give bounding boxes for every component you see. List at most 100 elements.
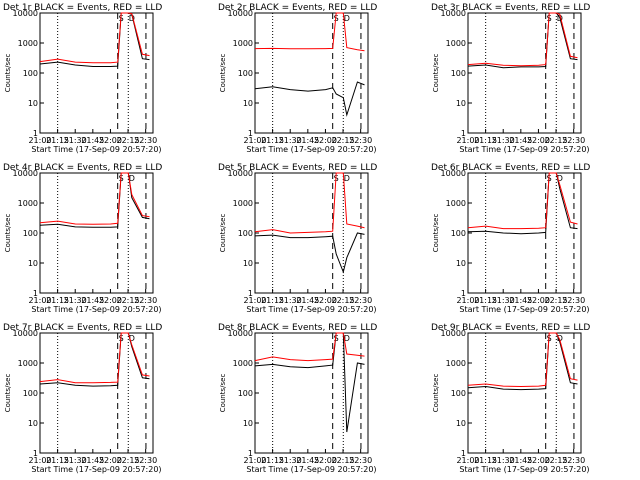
- y-tick-label: 100: [23, 69, 38, 78]
- plot-frame: [467, 172, 582, 294]
- x-tick-label: 22:00: [527, 456, 550, 465]
- y-tick-label: 100: [23, 389, 38, 398]
- series-line-lld: [254, 172, 365, 234]
- x-tick-label: 22:30: [349, 136, 372, 145]
- x-tick-label: 21:45: [296, 296, 319, 305]
- plot-frame: [254, 332, 369, 454]
- x-tick-label: 21:00: [243, 456, 266, 465]
- y-tick-label: 1: [33, 449, 38, 458]
- y-tick-label: 10000: [13, 169, 38, 178]
- event-marker-D: D: [344, 14, 350, 23]
- plot-panel-3: Det 3r BLACK = Events, RED = LLD 1 10 100 10…: [431, 3, 590, 154]
- y-axis-label: Counts/sec: [432, 374, 440, 413]
- y-tick-label: 10: [456, 259, 466, 268]
- x-tick-label: 22:00: [314, 456, 337, 465]
- series-line-lld: [39, 332, 150, 384]
- y-tick-label: 100: [238, 229, 253, 238]
- y-axis-label: Counts/sec: [4, 54, 12, 93]
- x-axis-label: Start Time (17-Sep-09 20:57:20): [459, 145, 589, 154]
- series-line-events: [467, 172, 578, 235]
- x-tick-label: 22:00: [527, 296, 550, 305]
- y-tick-label: 1: [33, 129, 38, 138]
- plot-panel-9: Det 9r BLACK = Events, RED = LLD 1 10 100 10…: [431, 323, 590, 474]
- y-tick-label: 1: [248, 449, 253, 458]
- y-tick-label: 10: [28, 99, 38, 108]
- x-tick-label: 22:15: [117, 136, 140, 145]
- y-tick-label: 1: [248, 289, 253, 298]
- series-line-events: [39, 172, 150, 228]
- x-tick-label: 22:15: [332, 456, 355, 465]
- series-line-events: [467, 12, 578, 69]
- event-marker-S: S: [334, 334, 339, 343]
- y-tick-label: 10000: [228, 329, 253, 338]
- x-tick-label: 21:15: [261, 456, 284, 465]
- plot-panel-1: Det 1r BLACK = Events, RED = LLD 1 10 100 10…: [3, 3, 162, 154]
- y-tick-label: 100: [238, 69, 253, 78]
- series-line-events: [254, 232, 365, 274]
- x-tick-label: 22:15: [332, 136, 355, 145]
- plot-frame: [254, 12, 369, 134]
- x-tick-label: 21:45: [296, 456, 319, 465]
- event-marker-D: D: [344, 174, 350, 183]
- x-tick-label: 21:15: [261, 136, 284, 145]
- x-tick-label: 22:15: [117, 296, 140, 305]
- x-axis-label: Start Time (17-Sep-09 20:57:20): [246, 145, 376, 154]
- event-marker-D: D: [129, 334, 135, 343]
- x-axis-label: Start Time (17-Sep-09 20:57:20): [31, 465, 161, 474]
- event-marker-D: D: [129, 14, 135, 23]
- y-tick-label: 1000: [18, 359, 38, 368]
- plot-title: Det 7r BLACK = Events, RED = LLD: [3, 323, 162, 333]
- x-tick-label: 21:45: [509, 296, 532, 305]
- y-tick-label: 100: [451, 69, 466, 78]
- x-tick-label: 21:30: [492, 136, 515, 145]
- x-tick-label: 22:30: [562, 296, 585, 305]
- series-line-events: [254, 81, 365, 117]
- y-tick-label: 1000: [446, 199, 466, 208]
- x-tick-label: 21:45: [81, 136, 104, 145]
- series-line-lld: [39, 12, 150, 64]
- x-tick-label: 21:15: [46, 296, 69, 305]
- x-axis-label: Start Time (17-Sep-09 20:57:20): [459, 465, 589, 474]
- x-tick-label: 21:30: [64, 456, 87, 465]
- plot-title: Det 9r BLACK = Events, RED = LLD: [431, 323, 590, 333]
- y-tick-label: 10: [456, 99, 466, 108]
- x-tick-label: 21:00: [28, 296, 51, 305]
- x-tick-label: 21:00: [456, 456, 479, 465]
- plot-title: Det 6r BLACK = Events, RED = LLD: [431, 163, 590, 173]
- x-tick-label: 22:30: [349, 456, 372, 465]
- y-tick-label: 10: [243, 259, 253, 268]
- x-tick-label: 21:45: [81, 296, 104, 305]
- y-tick-label: 1: [461, 129, 466, 138]
- y-tick-label: 1000: [233, 359, 253, 368]
- y-tick-label: 10: [28, 419, 38, 428]
- event-marker-D: D: [129, 174, 135, 183]
- x-axis-label: Start Time (17-Sep-09 20:57:20): [459, 305, 589, 314]
- plot-title: Det 1r BLACK = Events, RED = LLD: [3, 3, 162, 13]
- y-tick-label: 1: [248, 129, 253, 138]
- x-tick-label: 21:45: [509, 456, 532, 465]
- y-tick-label: 10: [28, 259, 38, 268]
- series-line-lld: [467, 172, 578, 230]
- x-tick-label: 21:30: [279, 296, 302, 305]
- x-tick-label: 22:00: [527, 136, 550, 145]
- series-line-lld: [254, 12, 365, 52]
- y-axis-label: Counts/sec: [432, 54, 440, 93]
- x-tick-label: 21:30: [492, 456, 515, 465]
- x-tick-label: 22:00: [314, 296, 337, 305]
- plot-panel-5: Det 5r BLACK = Events, RED = LLD 1 10 100 10…: [218, 163, 377, 314]
- x-tick-label: 21:30: [279, 136, 302, 145]
- x-axis-label: Start Time (17-Sep-09 20:57:20): [31, 305, 161, 314]
- x-tick-label: 21:00: [456, 136, 479, 145]
- y-tick-label: 1000: [233, 39, 253, 48]
- x-tick-label: 21:15: [46, 456, 69, 465]
- y-tick-label: 10000: [13, 329, 38, 338]
- plot-title: Det 2r BLACK = Events, RED = LLD: [218, 3, 377, 13]
- y-axis-label: Counts/sec: [4, 374, 12, 413]
- plot-frame: [254, 172, 369, 294]
- y-axis-label: Counts/sec: [219, 214, 227, 253]
- x-tick-label: 21:30: [64, 136, 87, 145]
- x-tick-label: 21:15: [474, 296, 497, 305]
- x-axis-label: Start Time (17-Sep-09 20:57:20): [31, 145, 161, 154]
- x-tick-label: 22:15: [545, 456, 568, 465]
